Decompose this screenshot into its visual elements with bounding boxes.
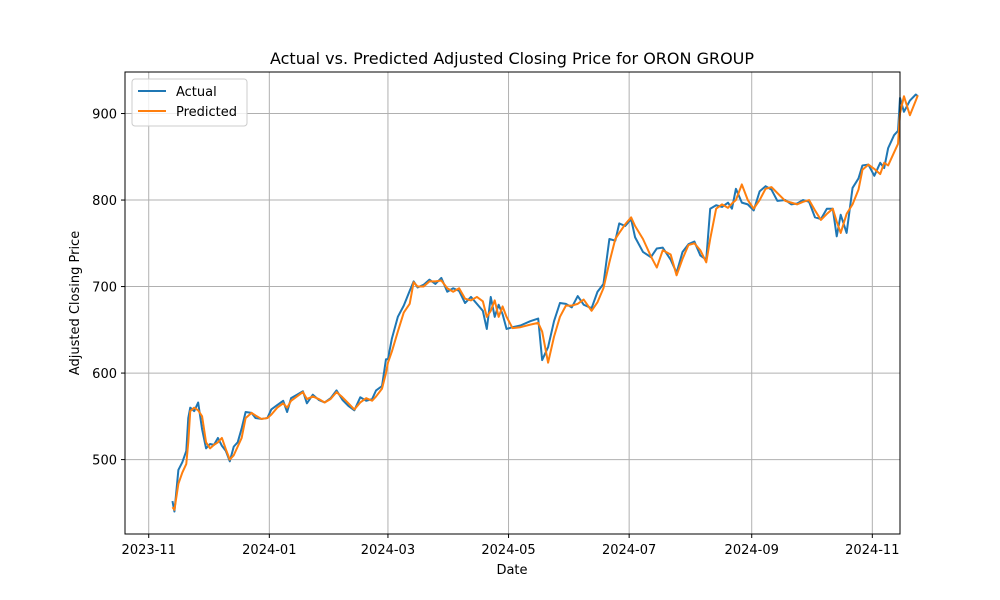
- x-tick-label: 2024-05: [481, 543, 535, 558]
- x-tick-label: 2024-11: [845, 543, 899, 558]
- y-tick-label: 900: [92, 108, 117, 123]
- grid: [125, 72, 900, 534]
- legend-label-predicted: Predicted: [176, 105, 237, 120]
- y-tick-label: 800: [92, 194, 117, 209]
- y-axis: 500 600 700 800 900: [92, 108, 125, 469]
- x-axis: 2023-11 2024-01 2024-03 2024-05 2024-07 2024-…: [122, 534, 899, 558]
- x-tick-label: 2024-03: [361, 543, 415, 558]
- y-tick-label: 500: [92, 454, 117, 469]
- y-axis-label: Adjusted Closing Price: [68, 231, 83, 375]
- x-tick-label: 2023-11: [122, 543, 176, 558]
- x-axis-label: Date: [496, 563, 527, 578]
- series-line-predicted: [171, 95, 919, 511]
- x-tick-label: 2024-09: [725, 543, 779, 558]
- y-tick-label: 700: [92, 281, 117, 296]
- chart-title: Actual vs. Predicted Adjusted Closing Pr…: [270, 49, 754, 68]
- legend-label-actual: Actual: [176, 85, 217, 100]
- x-tick-label: 2024-01: [242, 543, 296, 558]
- plot-frame: [124, 71, 901, 535]
- series-layer: [171, 93, 919, 513]
- legend: Actual Predicted: [131, 78, 248, 127]
- y-tick-label: 600: [92, 367, 117, 382]
- x-tick-label: 2024-07: [602, 543, 656, 558]
